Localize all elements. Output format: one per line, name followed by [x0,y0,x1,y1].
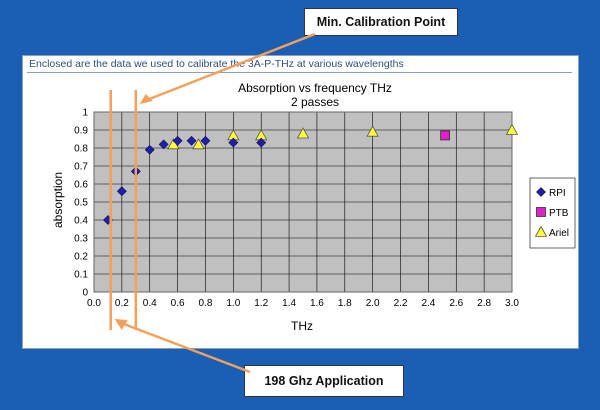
chart-panel: Enclosed are the data we used to calibra… [22,55,579,349]
application-callout: 198 Ghz Application [244,365,404,397]
min-calibration-callout: Min. Calibration Point [304,8,458,36]
caption-divider [27,72,572,73]
caption-text: Enclosed are the data we used to calibra… [29,58,404,70]
